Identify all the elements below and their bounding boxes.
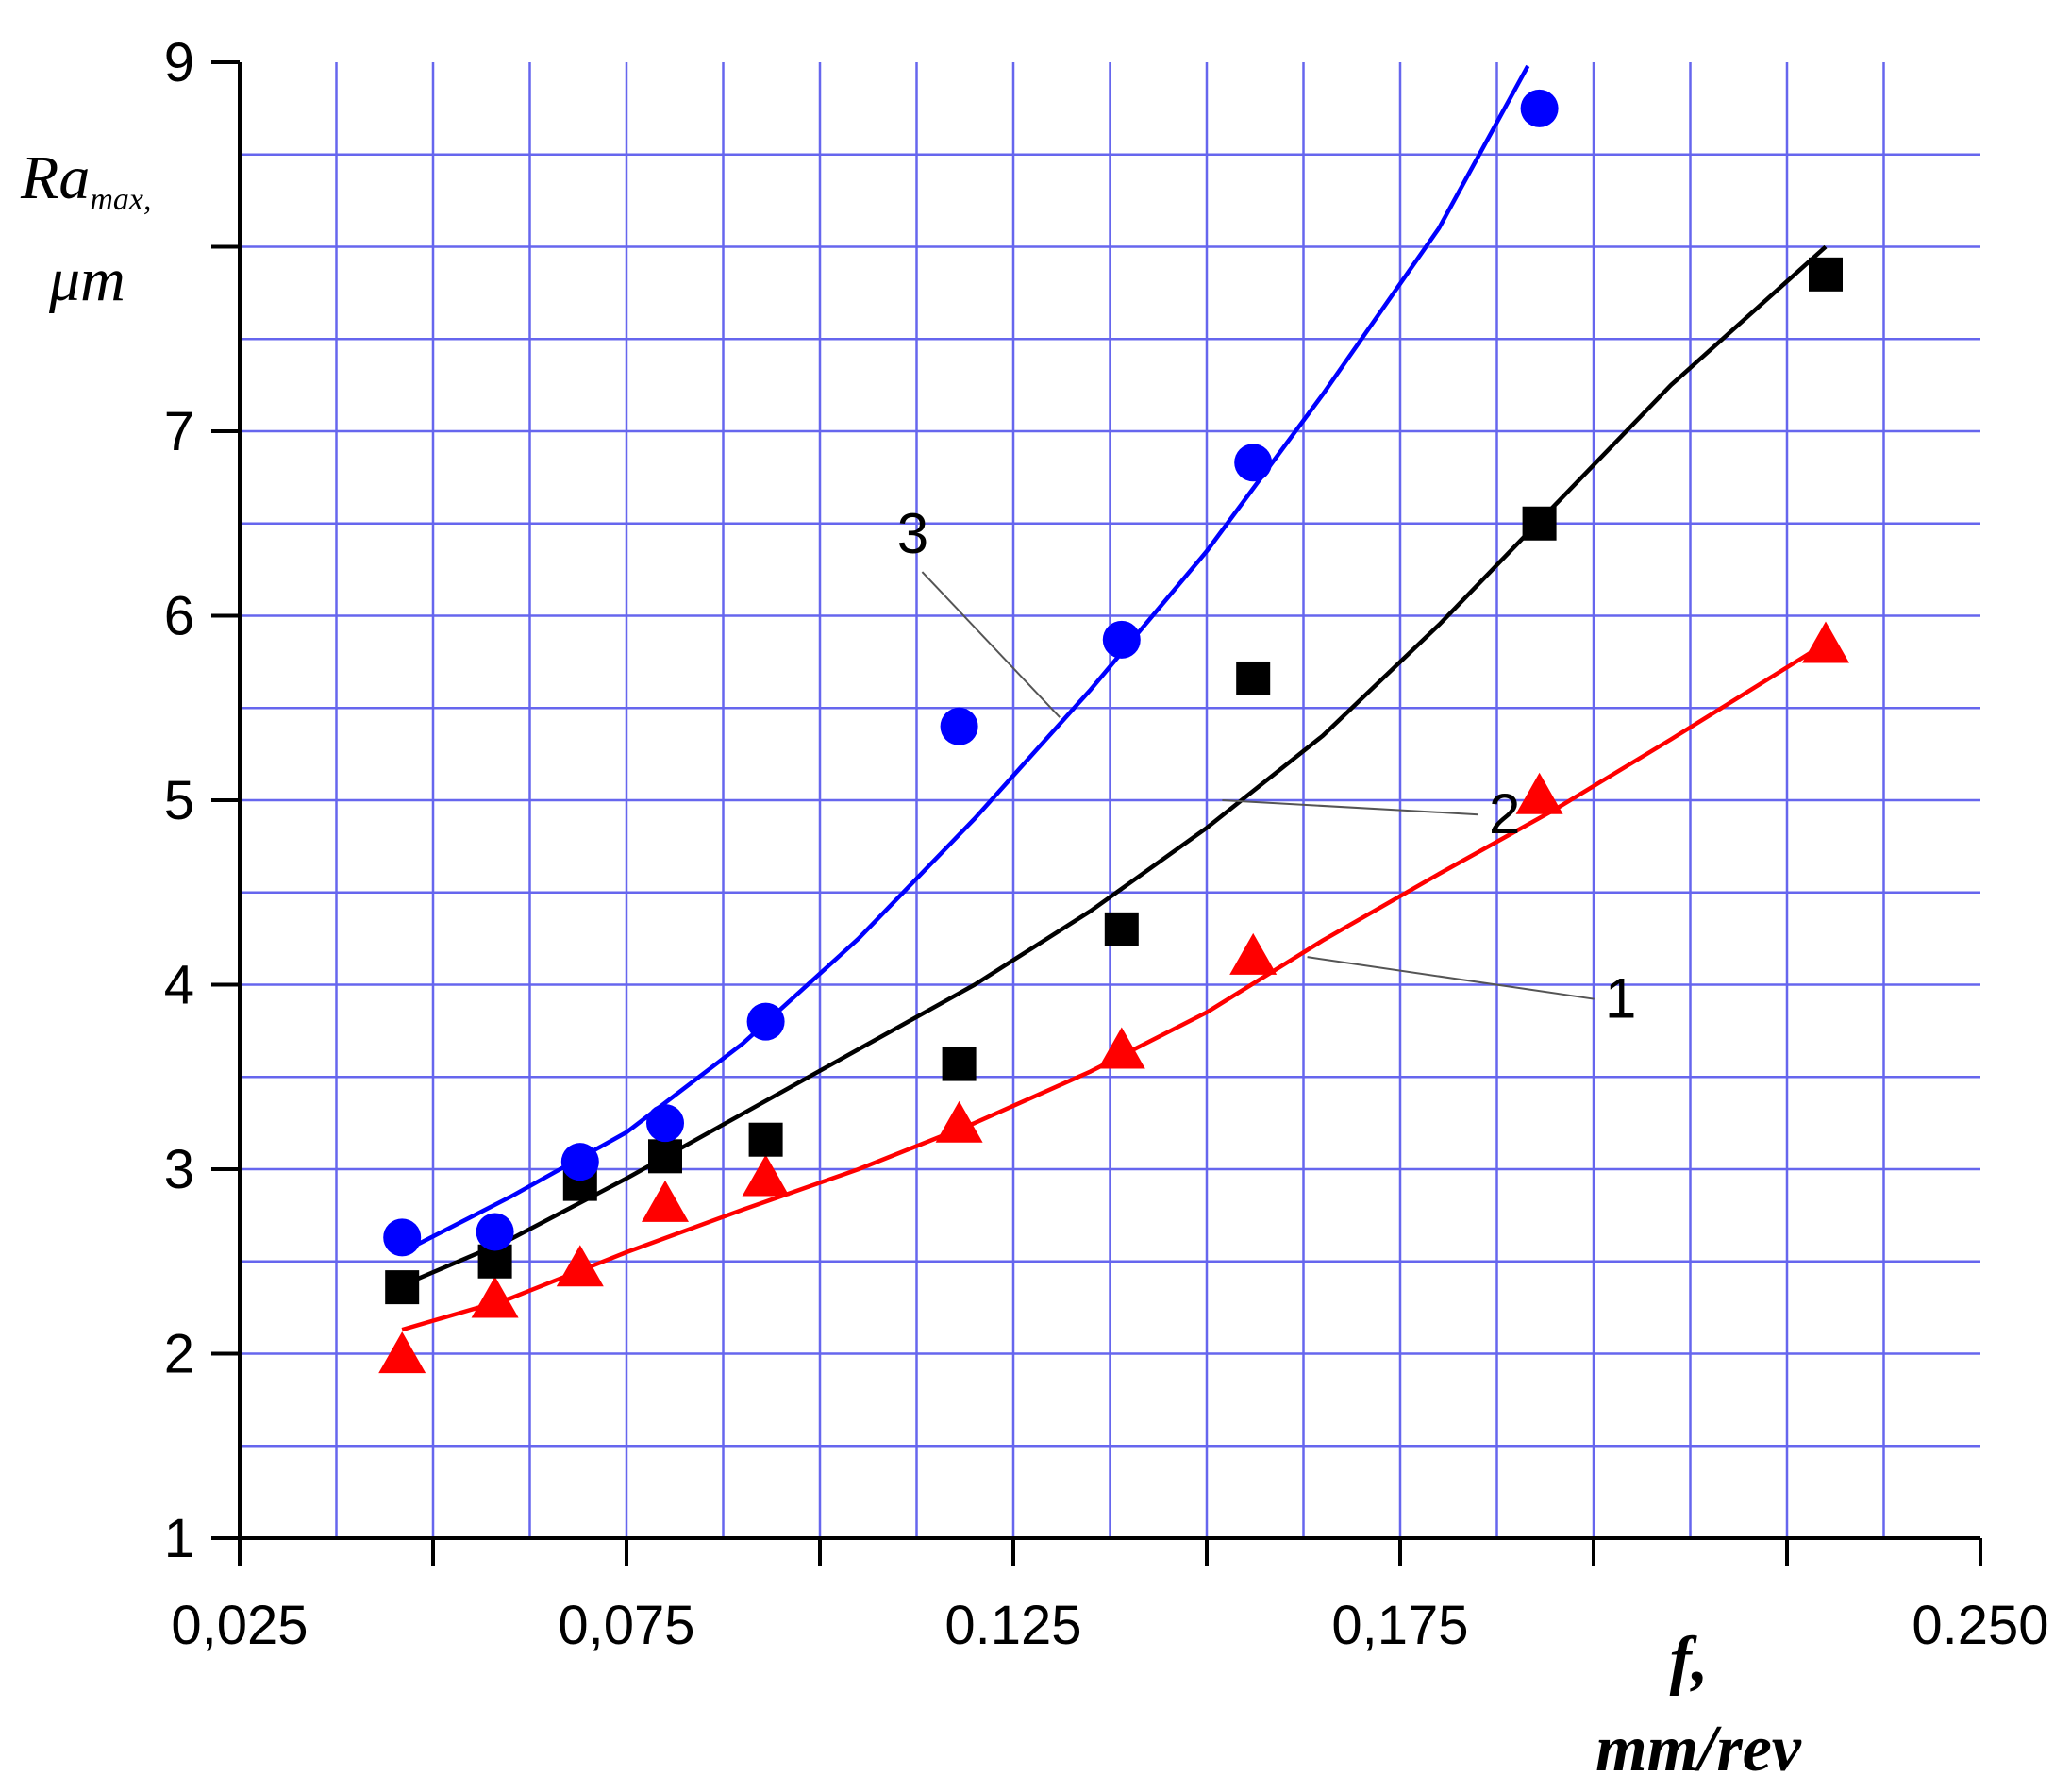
point-series-2 (1522, 506, 1557, 541)
point-series-3 (1102, 620, 1141, 659)
y-tick-label: 6 (164, 586, 194, 647)
point-series-1 (1229, 932, 1278, 975)
point-series-2 (385, 1270, 420, 1305)
point-series-3 (1520, 89, 1559, 127)
curve-leader-lines (921, 571, 1595, 1000)
point-series-2 (1809, 257, 1843, 292)
y-axis-unit: μm (48, 245, 125, 314)
y-tick-label: 4 (164, 955, 194, 1016)
y-tick-label: 9 (164, 32, 194, 93)
x-tick-label: 0,025 (171, 1595, 308, 1656)
y-tick-label: 3 (164, 1139, 194, 1200)
leader-line-3 (921, 571, 1061, 718)
x-tick-label: 0,075 (558, 1595, 694, 1656)
point-series-1 (742, 1154, 790, 1197)
point-series-1 (1802, 621, 1849, 663)
point-series-3 (1234, 444, 1273, 482)
y-tick-label: 5 (164, 770, 194, 831)
y-tick-label: 2 (164, 1324, 194, 1385)
x-tick-label: 0,175 (1331, 1595, 1468, 1656)
point-series-1 (378, 1331, 426, 1374)
point-series-3 (646, 1104, 684, 1143)
point-series-1 (935, 1100, 983, 1143)
x-tick-label: 0.250 (1912, 1595, 2048, 1656)
point-series-2 (748, 1122, 783, 1157)
point-series-3 (560, 1143, 599, 1181)
point-series-3 (940, 707, 978, 745)
point-series-1 (1097, 1027, 1145, 1069)
leader-line-1 (1307, 956, 1595, 1000)
data-markers (378, 89, 1849, 1374)
x-tick-label: 0.125 (944, 1595, 1081, 1656)
point-series-2 (648, 1139, 682, 1174)
curve-label-1: 1 (1605, 967, 1636, 1030)
point-series-2 (1104, 912, 1139, 946)
y-tick-label: 7 (164, 401, 194, 462)
point-series-1 (1515, 772, 1563, 814)
axes (211, 60, 1982, 1566)
x-axis-unit: mm/rev (1595, 1713, 1802, 1785)
point-series-3 (476, 1213, 514, 1251)
point-series-3 (746, 1002, 785, 1041)
point-series-2 (1236, 661, 1271, 695)
point-series-2 (942, 1047, 977, 1081)
y-axis-title: Ramax, (20, 143, 151, 217)
point-series-1 (642, 1180, 689, 1222)
y-tick-label: 1 (164, 1508, 194, 1569)
curve-label-3: 3 (897, 502, 928, 565)
labels: 0,025 0,075 0.125 0,175 0.250 1 2 3 4 5 6 7 9 1 2 3 Rama… (20, 32, 2049, 1785)
point-series-1 (556, 1245, 604, 1287)
point-series-3 (383, 1218, 422, 1257)
point-series-1 (471, 1276, 519, 1318)
curve-label-2: 2 (1489, 782, 1520, 846)
fit-curve-2 (401, 244, 1828, 1288)
leader-line-2 (1222, 799, 1478, 816)
x-axis-title: f, (1670, 1624, 1709, 1697)
